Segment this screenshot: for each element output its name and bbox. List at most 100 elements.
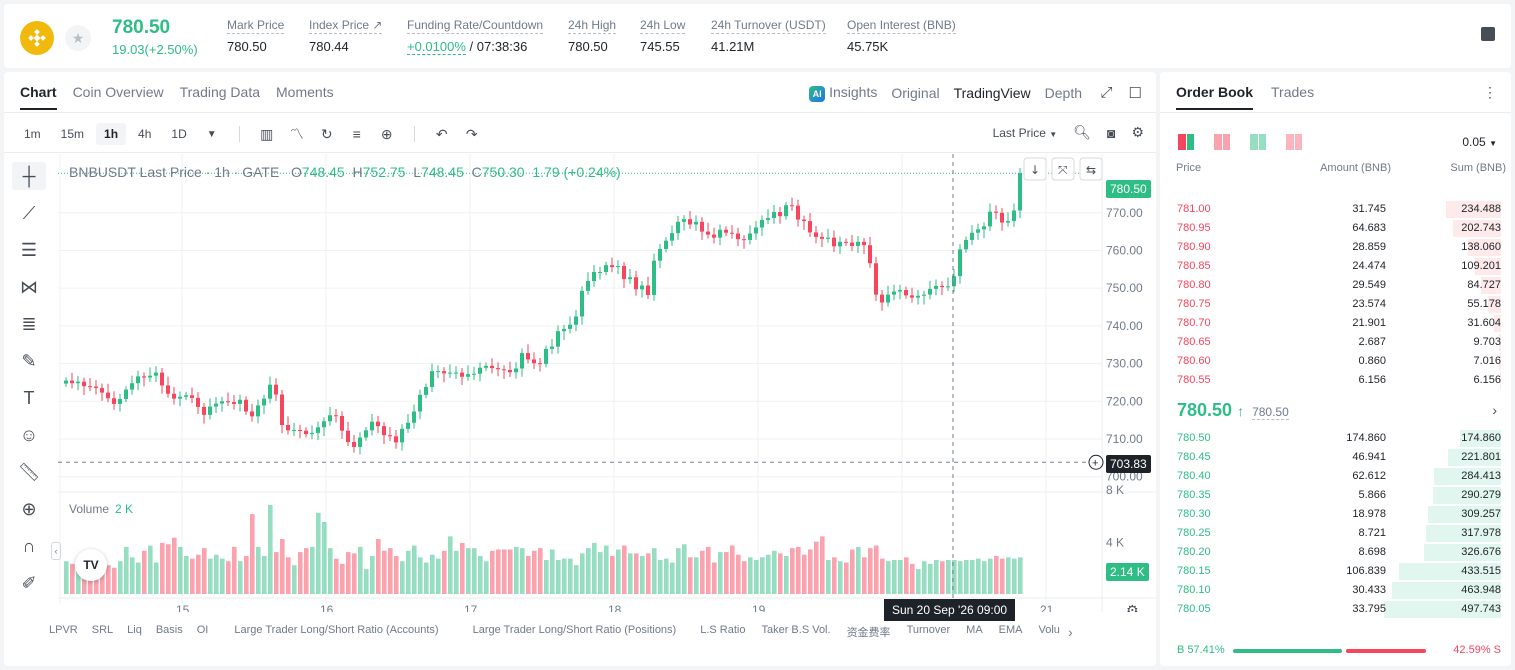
- indicator-3[interactable]: Basis: [155, 624, 183, 636]
- chevron-right-icon[interactable]: ›: [1067, 624, 1073, 640]
- chevron-right-icon[interactable]: ›: [1492, 402, 1497, 418]
- zoom-in-icon[interactable]: ⊕: [21, 498, 37, 519]
- bid-row[interactable]: 780.45 46.941 221.801: [1160, 448, 1511, 467]
- guide-book-icon[interactable]: [1481, 27, 1495, 41]
- indicator-9[interactable]: 资金费率: [846, 627, 891, 639]
- scroll-down-icon[interactable]: [1023, 157, 1047, 181]
- bid-row[interactable]: 780.40 62.612 284.413: [1160, 467, 1511, 486]
- bid-row[interactable]: 780.25 8.721 317.978: [1160, 524, 1511, 543]
- bid-row[interactable]: 780.15 106.839 433.515: [1160, 562, 1511, 581]
- pencil-lock-icon[interactable]: ✐: [21, 572, 37, 593]
- search-icon[interactable]: 🔍︎: [1073, 124, 1091, 140]
- timeframe-4h[interactable]: 4h: [138, 127, 152, 141]
- indicators-icon[interactable]: 〽: [289, 126, 304, 142]
- indicator-7[interactable]: L.S Ratio: [700, 624, 746, 636]
- bid-row[interactable]: 780.20 8.698 326.676: [1160, 543, 1511, 562]
- tab-depth[interactable]: Depth: [1044, 85, 1082, 101]
- indicator-2[interactable]: Liq: [127, 624, 142, 636]
- tab-chart[interactable]: Chart: [20, 84, 57, 110]
- expand-icon[interactable]: ⤢: [1100, 84, 1113, 101]
- orderbook-depth-icon[interactable]: [1286, 134, 1302, 150]
- tab-coin-overview[interactable]: Coin Overview: [72, 84, 164, 100]
- indicator-12[interactable]: EMA: [998, 624, 1023, 636]
- add-indicator-icon[interactable]: ⊕: [380, 125, 393, 142]
- indicator-1[interactable]: SRL: [91, 624, 114, 636]
- ask-row[interactable]: 780.90 28.859 138.060: [1160, 238, 1511, 257]
- text-tool-icon[interactable]: T: [23, 387, 35, 408]
- ask-row[interactable]: 780.70 21.901 31.604: [1160, 314, 1511, 333]
- more-icon[interactable]: ⋮: [1483, 84, 1497, 100]
- fib-icon[interactable]: ≣: [21, 313, 37, 334]
- tab-trading-data[interactable]: Trading Data: [179, 84, 261, 100]
- window-icon[interactable]: ☐: [1128, 85, 1142, 102]
- orderbook-sell-icon[interactable]: [1214, 134, 1230, 150]
- tab-moments[interactable]: Moments: [276, 84, 334, 100]
- bid-row[interactable]: 780.30 18.978 309.257: [1160, 505, 1511, 524]
- chevron-down-icon[interactable]: ▼: [206, 128, 217, 140]
- indicator-10[interactable]: Turnover: [906, 624, 951, 636]
- orderbook-both-icon[interactable]: [1178, 134, 1194, 150]
- chart-settings-icon[interactable]: ⚙: [1126, 603, 1139, 612]
- redo-icon[interactable]: ↷: [465, 125, 478, 142]
- timeframe-1h[interactable]: 1h: [96, 123, 127, 145]
- ask-row[interactable]: 780.95 64.683 202.743: [1160, 219, 1511, 238]
- add-alert-icon[interactable]: [1088, 454, 1104, 470]
- tab-insights[interactable]: AI Insights: [809, 84, 877, 102]
- tab-original[interactable]: Original: [891, 85, 940, 101]
- camera-icon[interactable]: ◙: [1106, 124, 1116, 141]
- depth-bar: [1453, 220, 1501, 237]
- ask-row[interactable]: 780.75 23.574 55.178: [1160, 295, 1511, 314]
- templates-icon[interactable]: ≡: [352, 126, 361, 142]
- ruler-icon[interactable]: 📏︎: [17, 461, 41, 482]
- ask-row[interactable]: 780.65 2.687 9.703: [1160, 333, 1511, 352]
- indicator-6[interactable]: Large Trader Long/Short Ratio (Positions…: [472, 624, 677, 636]
- tab-trades[interactable]: Trades: [1271, 84, 1315, 100]
- bid-row[interactable]: 780.10 30.433 463.948: [1160, 581, 1511, 600]
- indicator-13[interactable]: Volu: [1038, 624, 1060, 636]
- gear-icon[interactable]: ⚙: [1131, 124, 1144, 140]
- crosshair-icon[interactable]: ┼: [12, 162, 46, 190]
- candlestick-type-icon[interactable]: ▥: [260, 125, 274, 142]
- timeframe-1d[interactable]: 1D: [171, 127, 187, 141]
- horizontal-lines-icon[interactable]: ☰: [20, 239, 38, 260]
- price-source-select[interactable]: Last Price ▼: [992, 125, 1058, 140]
- indicator-11[interactable]: MA: [966, 624, 983, 636]
- collapse-icon[interactable]: [1051, 157, 1075, 181]
- undo-icon[interactable]: ↶: [435, 125, 448, 142]
- bid-row[interactable]: 780.05 33.795 497.743: [1160, 600, 1511, 619]
- collapse-toolbar-icon[interactable]: ‹: [51, 542, 61, 560]
- ask-row[interactable]: 780.60 0.860 7.016: [1160, 352, 1511, 371]
- brush-icon[interactable]: ✎: [21, 350, 37, 371]
- stat-index-price[interactable]: Index Price ↗ 780.44: [309, 18, 383, 54]
- indicator-4[interactable]: OI: [196, 624, 209, 636]
- timeframe-15m[interactable]: 15m: [60, 127, 85, 141]
- volume-bar: [100, 559, 105, 594]
- ask-row[interactable]: 781.00 31.745 234.488: [1160, 200, 1511, 219]
- volume-bar: [502, 549, 507, 594]
- tab-order-book[interactable]: Order Book: [1176, 84, 1254, 110]
- trend-line-icon[interactable]: ⟋: [22, 202, 36, 223]
- candle: [256, 405, 260, 417]
- tab-tradingview[interactable]: TradingView: [953, 85, 1031, 101]
- bid-row[interactable]: 780.50 174.860 174.860: [1160, 429, 1511, 448]
- pattern-icon[interactable]: ⋈: [20, 276, 38, 297]
- indicator-0[interactable]: LPVR: [49, 624, 78, 636]
- candlestick-chart[interactable]: 770.00 760.00 750.00 740.00 730.00 720.00 710.…: [58, 154, 1156, 612]
- volume-bar: [880, 558, 885, 594]
- orderbook-buy-icon[interactable]: [1250, 134, 1266, 150]
- indicator-8[interactable]: Taker B.S Vol.: [761, 624, 831, 636]
- candle: [718, 229, 722, 238]
- favorite-star-icon[interactable]: ★: [65, 25, 91, 51]
- timeframe-1m[interactable]: 1m: [24, 127, 41, 141]
- volume-bar: [136, 562, 141, 594]
- magnet-icon[interactable]: ∩: [22, 535, 36, 556]
- ask-row[interactable]: 780.80 29.549 84.727: [1160, 276, 1511, 295]
- refresh-icon[interactable]: ↻: [320, 125, 333, 142]
- bid-row[interactable]: 780.35 5.866 290.279: [1160, 486, 1511, 505]
- ask-row[interactable]: 780.85 24.474 109.201: [1160, 257, 1511, 276]
- emoji-icon[interactable]: ☺: [19, 424, 39, 445]
- indicator-5[interactable]: Large Trader Long/Short Ratio (Accounts): [234, 624, 439, 636]
- ask-row[interactable]: 780.55 6.156 6.156: [1160, 371, 1511, 390]
- price-step-select[interactable]: 0.05 ▼: [1462, 135, 1497, 149]
- swap-icon[interactable]: [1079, 157, 1103, 181]
